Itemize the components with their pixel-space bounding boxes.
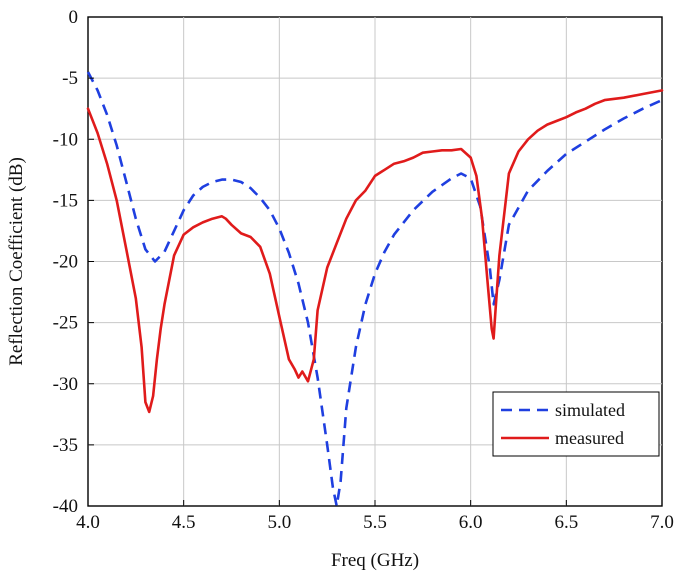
y-tick-label: -10 [53,129,78,150]
y-tick-label: -25 [53,313,78,334]
y-tick-label: -15 [53,190,78,211]
legend-label-simulated: simulated [555,400,625,420]
y-tick-label: -35 [53,435,78,456]
x-tick-label: 4.5 [172,512,196,533]
y-tick-label: -30 [53,374,78,395]
grid-lines [88,17,662,506]
y-tick-label: -40 [53,496,78,517]
y-tick-label: 0 [69,7,79,28]
legend-box [492,391,660,457]
x-tick-label: 6.5 [554,512,578,533]
x-tick-label: 4.0 [76,512,100,533]
series-line-simulated [86,71,663,508]
x-tick-label: 7.0 [650,512,674,533]
x-tick-label: 6.0 [459,512,483,533]
y-tick-label: -20 [53,252,78,273]
y-axis-label: Reflection Coefficient (dB) [6,157,27,366]
legend: simulated measured [492,391,660,457]
y-tick-label: -5 [62,68,78,89]
x-axis-label: Freq (GHz) [331,550,419,571]
x-tick-label: 5.5 [363,512,387,533]
series-layer [86,71,664,508]
legend-label-measured: measured [555,428,624,448]
series-line-measured [86,89,664,414]
x-tick-label: 5.0 [267,512,291,533]
axis-ticks: 4.0 4.5 5.0 5.5 6.0 6.5 7.0 0 -5 -10 -15 -20 -25 -30 -… [53,7,674,533]
